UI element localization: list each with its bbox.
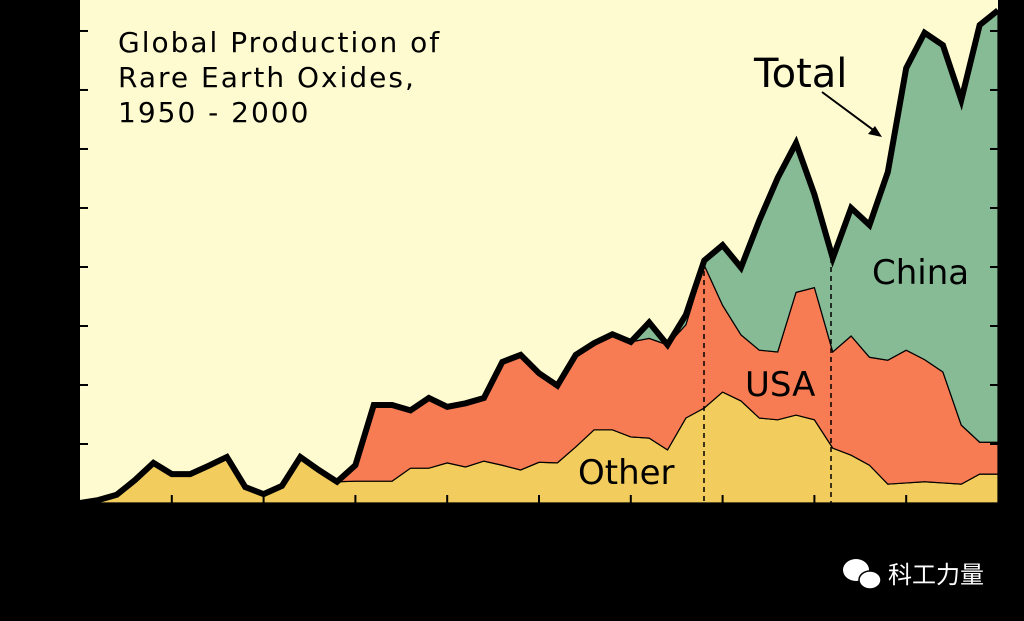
chart-title: Global Production of (118, 26, 441, 59)
total-outline (79, 7, 1000, 506)
series-label: Other (578, 453, 675, 493)
chart-title: Rare Earth Oxides, (118, 61, 416, 94)
watermark: 科工力量 (888, 561, 984, 589)
series-label: USA (745, 365, 815, 405)
plot (79, 7, 1000, 506)
wechat-icon (843, 559, 882, 590)
chart-title: 1950 - 2000 (118, 96, 310, 129)
annotation: Total (753, 51, 847, 97)
series-label: China (872, 253, 969, 293)
arrow (821, 91, 877, 133)
arrow-head (868, 126, 882, 137)
